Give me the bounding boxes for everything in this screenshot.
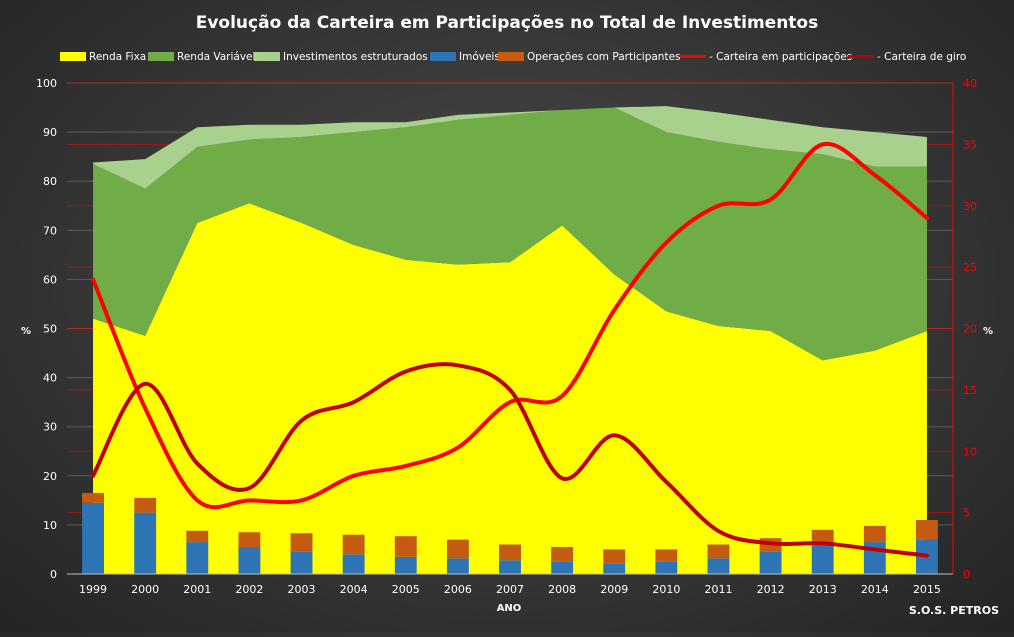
legend-item: Renda Fixa [60,51,146,63]
chart-title: Evolução da Carteira em Participações no… [196,13,819,33]
legend-item: Imóveis [430,51,500,63]
legend-item: Operações com Participantes [498,51,681,63]
bar-operacoes-2013 [811,529,834,545]
area-renda-vari-vel [93,107,927,361]
x-tick-label: 2001 [183,583,211,596]
legend-item: Renda Variável [148,51,255,63]
bar-operacoes-2001 [186,530,209,543]
y-left-tick-label: 70 [43,224,57,237]
line-carteira-giro [91,362,929,558]
bar-operacoes-2005 [394,536,417,557]
y-right-tick-label: 15 [963,384,977,397]
legend-label: - Carteira em participações [709,51,852,63]
legend-item: - Carteira em participações [680,51,852,63]
bar-imoveis-2012 [759,551,782,574]
x-tick-label: 2010 [652,583,680,596]
y-right-tick-label: 40 [963,77,977,90]
y-right-tick-label: 25 [963,261,977,274]
bar-operacoes-2011 [707,544,730,559]
legend-swatch [148,52,174,61]
legend-item: Investimentos estruturados [254,51,428,63]
bar-imoveis-2011 [707,558,730,574]
bar-operacoes-2006 [446,539,469,559]
legend-item: - Carteira de giro [848,51,966,63]
bar-imoveis-1999 [82,502,105,574]
bar-imoveis-2007 [499,560,521,574]
y-right-tick-label: 30 [963,200,977,213]
legend-label: Renda Fixa [89,51,146,63]
y-right-tick-label: 35 [963,138,977,151]
bar-operacoes-2008 [551,546,574,562]
legend-swatch [254,52,280,61]
legend-swatch [60,52,86,61]
y-left-tick-label: 40 [43,372,57,385]
bar-imoveis-2001 [186,542,209,574]
x-tick-label: 2011 [704,583,732,596]
bar-imoveis-2005 [394,556,417,574]
y-right-tick-label: 10 [963,445,977,458]
y-left-tick-label: 0 [50,568,57,581]
y-right-tick-label: 20 [963,323,977,336]
legend-swatch [498,52,524,61]
x-tick-label: 1999 [79,583,107,596]
bar-operacoes-2009 [603,549,626,564]
watermark-text: S.O.S. PETROS [909,604,999,617]
x-tick-label: 2015 [913,583,941,596]
bar-operacoes-2003 [290,533,313,552]
y-left-tick-label: 50 [43,323,57,336]
bar-operacoes-2007 [499,544,521,561]
line-carteira-participacoes [91,141,929,510]
x-tick-label: 2012 [757,583,785,596]
legend-swatch [430,52,456,61]
y-right-axis-title: % [983,326,993,337]
x-tick-label: 2013 [809,583,837,596]
x-tick-label: 2003 [288,583,316,596]
x-tick-label: 2009 [600,583,628,596]
bar-operacoes-2010 [655,549,678,562]
y-right-tick-label: 5 [963,507,970,520]
legend-label: Renda Variável [177,51,255,63]
bar-imoveis-2004 [342,554,365,574]
x-tick-label: 2014 [861,583,889,596]
legend-label: Imóveis [459,51,500,63]
y-left-tick-label: 30 [43,421,57,434]
x-tick-label: 2007 [496,583,524,596]
bar-imoveis-2006 [446,558,469,574]
y-left-tick-label: 80 [43,175,57,188]
legend-label: Investimentos estruturados [283,51,428,63]
bar-imoveis-2009 [603,563,626,574]
y-left-tick-label: 60 [43,273,57,286]
bar-operacoes-2004 [342,534,365,555]
bar-operacoes-2014 [863,525,886,543]
bar-operacoes-2002 [238,532,261,547]
y-right-tick-label: 0 [963,568,970,581]
x-tick-label: 2002 [235,583,263,596]
bar-operacoes-1999 [82,492,105,503]
y-left-tick-label: 100 [36,77,57,90]
x-tick-label: 2008 [548,583,576,596]
bar-imoveis-2003 [290,551,313,574]
bar-operacoes-2015 [915,519,938,540]
y-left-tick-label: 10 [43,519,57,532]
y-left-axis-title: % [21,326,31,337]
x-tick-label: 2004 [340,583,368,596]
area-investimentos-estruturados [93,106,927,189]
legend-label: - Carteira de giro [877,51,966,63]
bar-imoveis-2008 [551,561,574,574]
bar-imoveis-2000 [134,512,157,574]
bar-imoveis-2013 [811,544,834,574]
x-tick-label: 2000 [131,583,159,596]
legend-label: Operações com Participantes [527,51,681,63]
x-tick-label: 2005 [392,583,420,596]
x-tick-label: 2006 [444,583,472,596]
y-left-tick-label: 20 [43,470,57,483]
bar-operacoes-2000 [134,497,157,513]
bar-imoveis-2010 [655,561,678,574]
x-axis-title: ANO [497,603,522,614]
bar-imoveis-2002 [238,546,261,574]
y-left-tick-label: 90 [43,126,57,139]
